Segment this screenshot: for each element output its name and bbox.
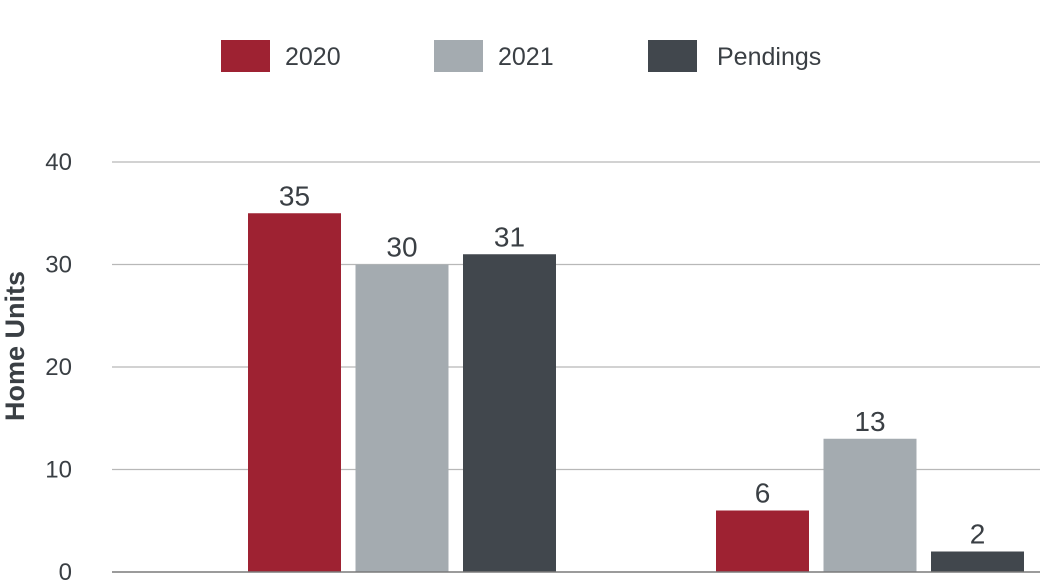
- legend-swatch: [434, 40, 483, 72]
- bar-2020: [716, 510, 809, 572]
- legend-label: Pendings: [717, 43, 821, 71]
- y-tick-label: 0: [59, 559, 72, 585]
- legend-label: 2021: [498, 43, 554, 71]
- y-tick-label: 40: [45, 149, 72, 176]
- data-label: 31: [494, 221, 525, 252]
- legend-label: 2020: [285, 43, 341, 71]
- bar-pendings: [931, 551, 1024, 572]
- data-label: 35: [279, 180, 310, 211]
- bars: [248, 213, 1024, 572]
- data-labels: 35 30 31 6 13 2: [279, 180, 985, 549]
- bar-2020: [248, 213, 341, 572]
- legend-swatch: [648, 40, 697, 72]
- data-label: 2: [970, 519, 986, 550]
- y-tick-label: 30: [45, 252, 72, 279]
- bar-2021: [355, 264, 449, 572]
- bar-2021: [823, 438, 917, 572]
- data-label: 13: [854, 406, 885, 437]
- y-axis-label: Home Units: [0, 271, 30, 421]
- bar-pendings: [463, 254, 556, 572]
- y-tick-label: 20: [45, 354, 72, 381]
- legend-swatch: [221, 40, 270, 72]
- y-axis-ticks: 0 10 20 30 40: [45, 149, 72, 585]
- data-label: 6: [755, 478, 771, 509]
- legend: 2020 2021 Pendings: [221, 40, 821, 72]
- data-label: 30: [386, 232, 417, 263]
- y-tick-label: 10: [45, 457, 72, 484]
